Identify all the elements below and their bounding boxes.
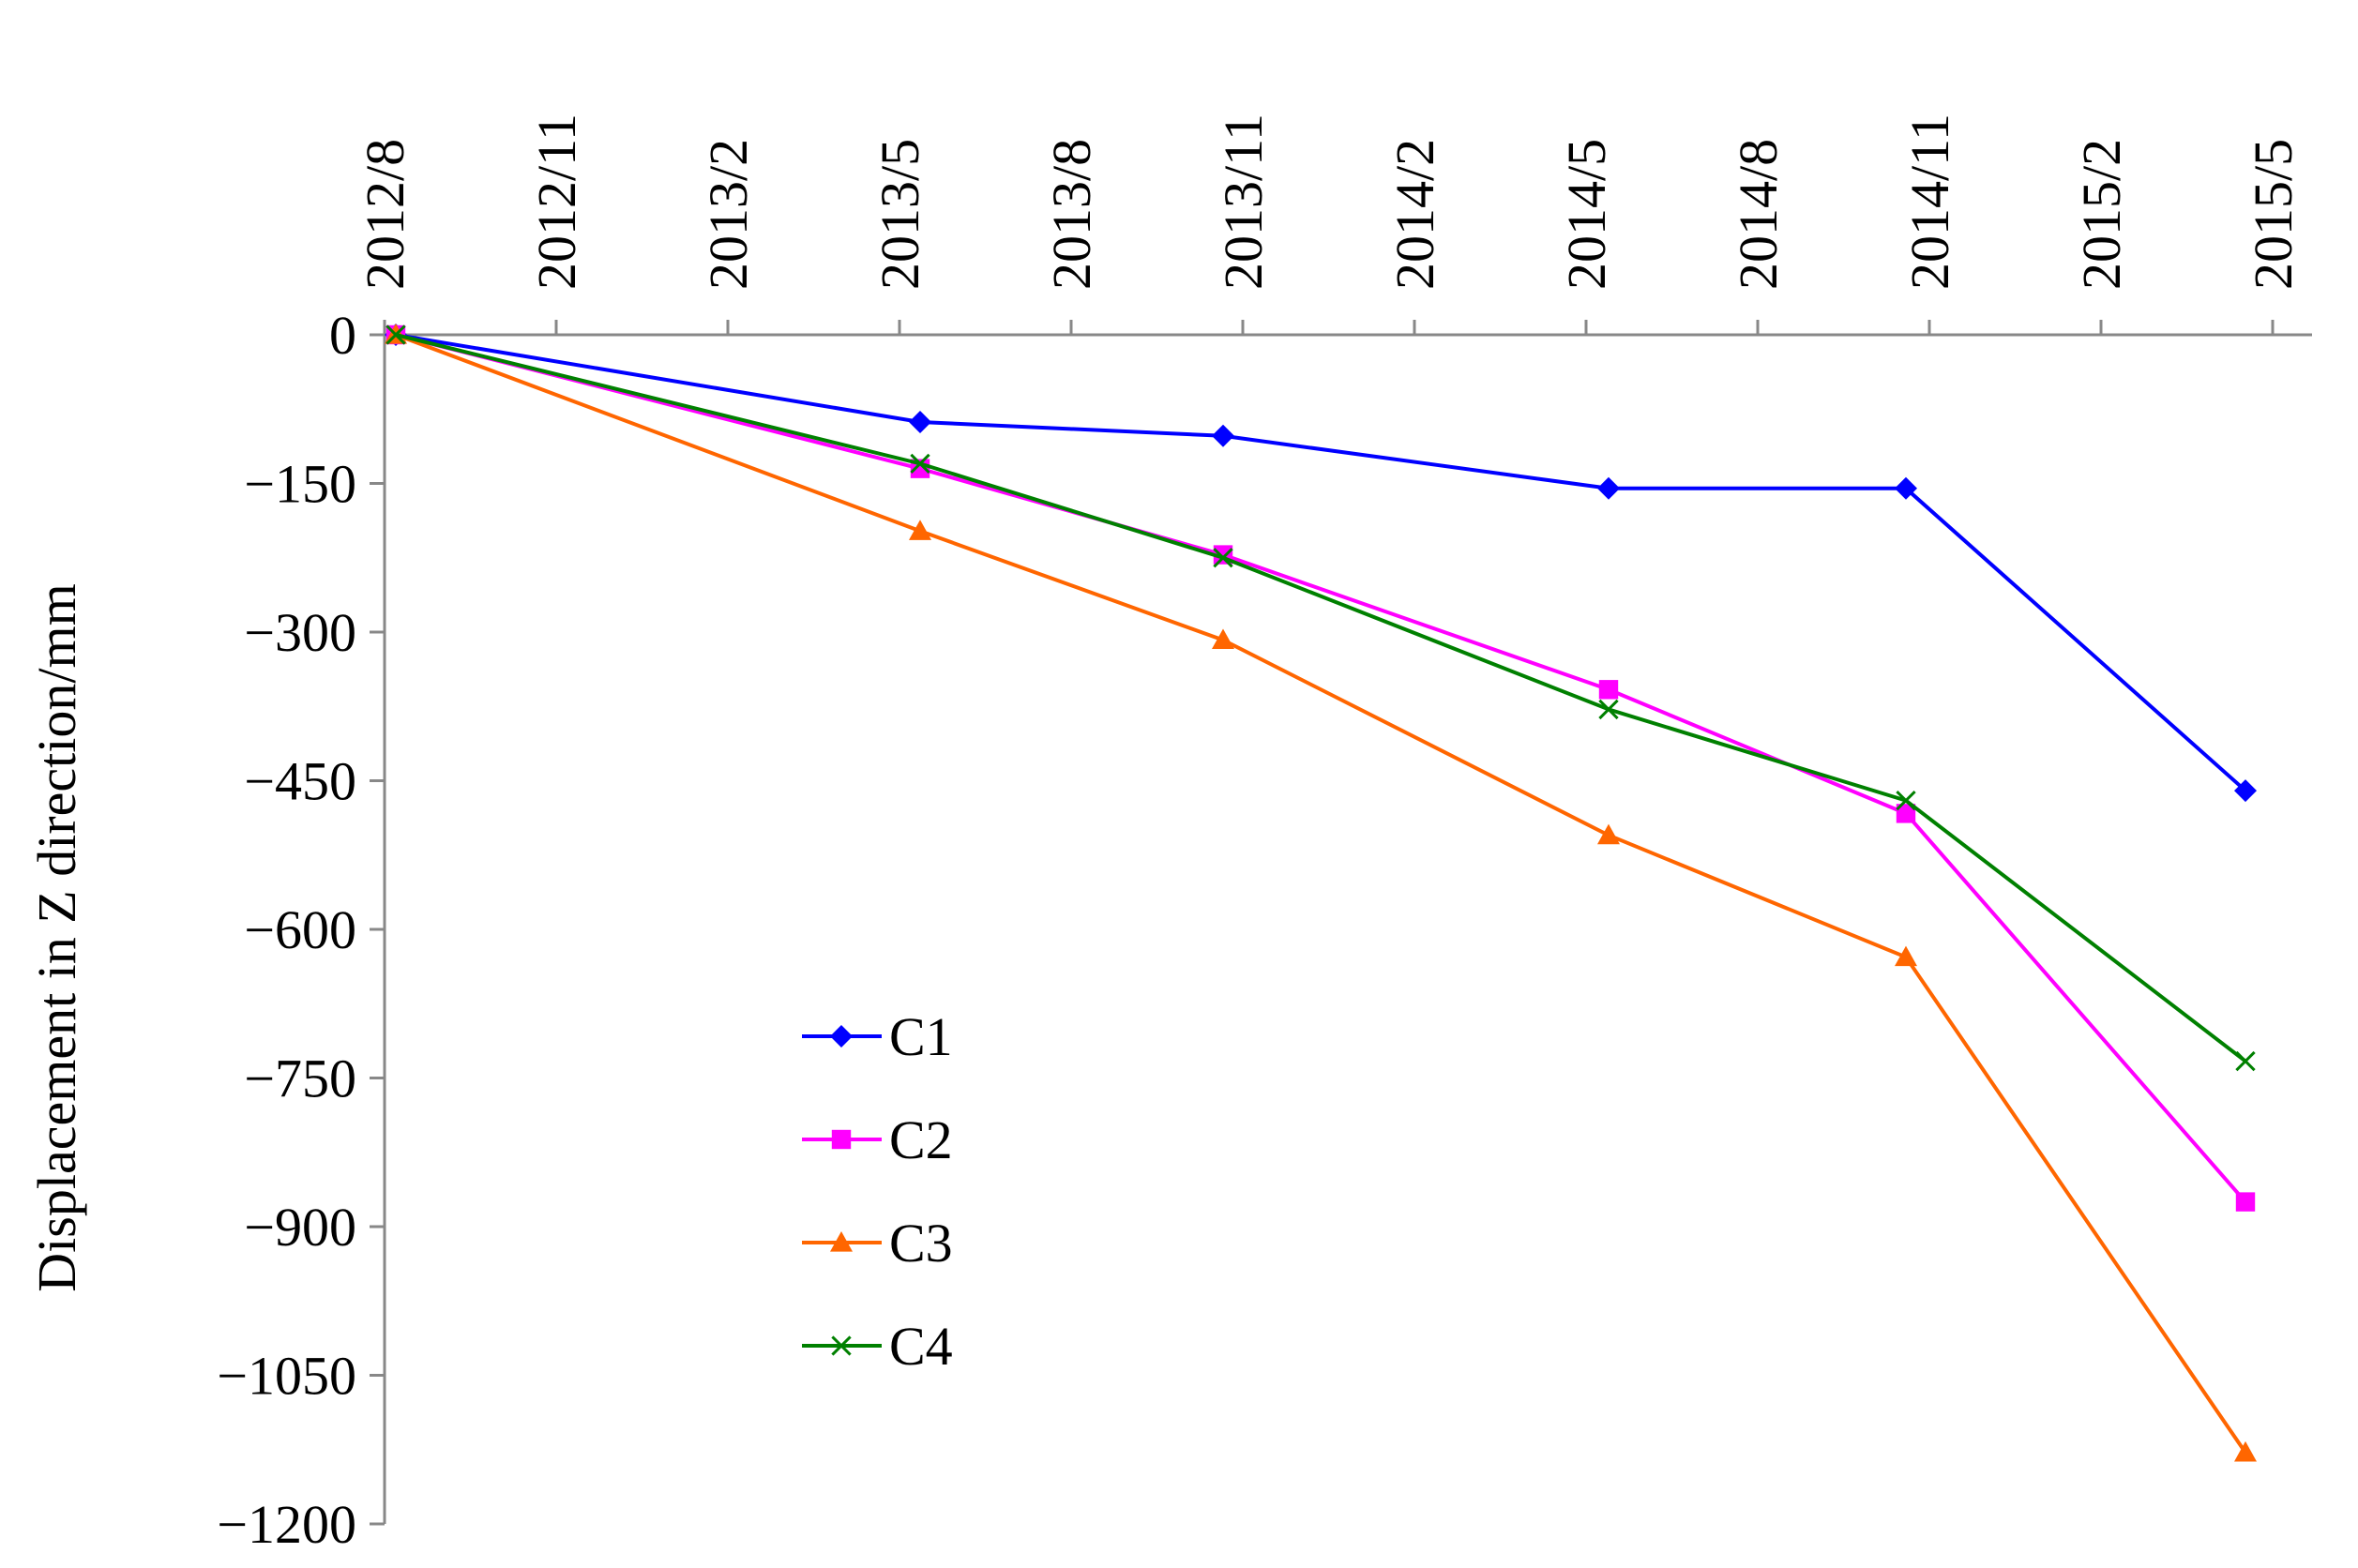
x-tick-label: 2014/11 <box>1899 113 1960 290</box>
legend-label: C1 <box>889 1006 953 1067</box>
legend-label: C4 <box>889 1316 953 1377</box>
y-tick-label: −600 <box>244 899 356 960</box>
series-c1 <box>385 324 2257 803</box>
data-point <box>831 1335 852 1356</box>
legend-label: C2 <box>889 1109 953 1170</box>
legend-item-c1: C1 <box>802 1006 953 1067</box>
series-line <box>395 333 2247 1455</box>
data-point <box>909 520 931 540</box>
legend-item-c3: C3 <box>802 1213 953 1274</box>
data-point <box>2234 1440 2257 1462</box>
data-point <box>831 1129 852 1150</box>
x-tick-label: 2013/5 <box>869 139 930 290</box>
y-tick-label: −150 <box>244 454 356 515</box>
data-point <box>1597 823 1620 845</box>
series-line <box>395 333 2247 1203</box>
x-tick-label: 2013/11 <box>1213 113 1274 290</box>
data-point <box>910 453 930 475</box>
x-tick-label: 2015/5 <box>2243 139 2304 290</box>
legend-item-c2: C2 <box>802 1109 953 1170</box>
y-tick-label: −750 <box>244 1048 356 1109</box>
x-tick-label: 2015/2 <box>2071 139 2132 290</box>
data-point <box>1598 699 1619 720</box>
data-point <box>1895 945 1917 967</box>
chart-axes <box>383 333 2312 1524</box>
x-axis-ticks: 2012/8 2012/11 2013/2 2013/5 2013/8 2013/11 20… <box>355 113 2304 335</box>
data-point <box>1213 548 1233 568</box>
y-tick-label: −1200 <box>217 1494 356 1555</box>
data-point <box>2234 779 2257 803</box>
data-point <box>1598 680 1619 700</box>
legend: C1 C2 C3 C4 <box>802 1006 953 1377</box>
data-point <box>385 324 406 345</box>
y-axis-label: Displacement in Z direction/mm <box>26 583 87 1291</box>
data-point <box>830 1231 853 1252</box>
series-line <box>395 333 2247 792</box>
data-point <box>1896 790 1916 811</box>
data-point <box>2235 1192 2256 1212</box>
y-tick-label: −1050 <box>217 1346 356 1407</box>
legend-item-c4: C4 <box>802 1316 953 1377</box>
x-tick-label: 2014/5 <box>1556 139 1617 290</box>
x-tick-label: 2013/2 <box>698 139 759 290</box>
series-lines <box>385 324 2257 1462</box>
series-c3 <box>385 324 2257 1462</box>
y-tick-label: −900 <box>244 1197 356 1258</box>
data-point <box>830 1025 853 1048</box>
x-tick-label: 2014/2 <box>1384 139 1445 290</box>
data-point <box>1212 424 1234 447</box>
y-tick-label: −300 <box>244 602 356 663</box>
data-point <box>1212 628 1234 650</box>
series-c4 <box>385 324 2256 1072</box>
data-point <box>909 410 931 433</box>
data-point <box>1895 476 1917 500</box>
data-point <box>1896 804 1916 823</box>
y-axis-ticks: 0 −150 −300 −450 −600 −750 −900 −1050 −1200 <box>217 305 385 1555</box>
series-line <box>395 333 2247 1063</box>
series-c2 <box>385 324 2256 1212</box>
x-tick-label: 2014/8 <box>1728 139 1789 290</box>
y-tick-label: −450 <box>244 751 356 812</box>
legend-label: C3 <box>889 1213 953 1274</box>
x-tick-label: 2012/8 <box>355 139 416 290</box>
x-tick-label: 2013/8 <box>1041 139 1102 290</box>
y-tick-label: 0 <box>329 305 356 366</box>
data-point <box>1597 476 1620 500</box>
x-tick-label: 2012/11 <box>526 113 587 290</box>
data-point <box>2235 1050 2256 1072</box>
